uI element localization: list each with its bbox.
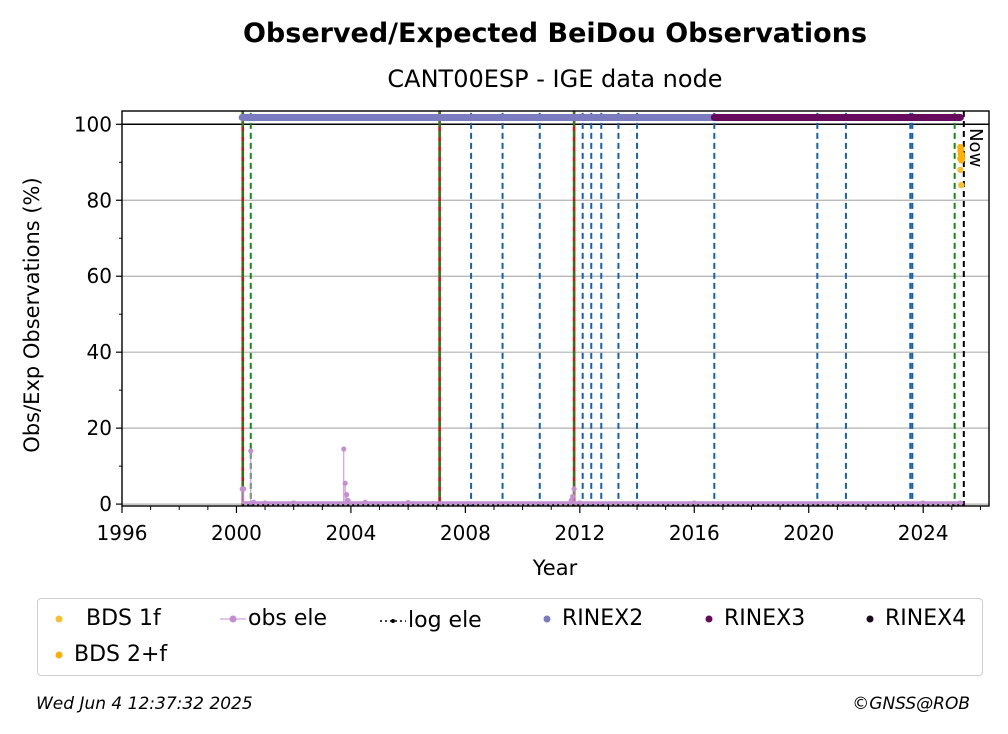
rinex2-marker-icon bbox=[543, 615, 551, 623]
series-obs-ele-point bbox=[251, 499, 257, 505]
rinex4-marker-icon bbox=[866, 615, 874, 623]
now-label: Now bbox=[965, 128, 986, 167]
legend-label-bds-2f: BDS 2+f bbox=[74, 642, 168, 667]
series-obs-ele-point bbox=[342, 480, 348, 486]
y-tick-label: 60 bbox=[87, 264, 112, 288]
rinex3-marker-icon bbox=[705, 615, 713, 623]
series-obs-ele-point bbox=[571, 486, 577, 492]
legend-label-rinex2: RINEX2 bbox=[562, 606, 644, 631]
legend-label-bds-1f: BDS 1f bbox=[86, 606, 161, 631]
y-tick-label: 100 bbox=[74, 112, 112, 136]
series-obs-ele-point bbox=[241, 486, 247, 492]
legend-label-rinex4: RINEX4 bbox=[885, 606, 967, 631]
x-tick-label: 2016 bbox=[669, 521, 720, 545]
series-bds-2-f-point bbox=[958, 155, 966, 162]
series-obs-ele-point bbox=[248, 448, 254, 454]
series-bds-2-f-point bbox=[958, 145, 965, 153]
obs-ele-marker-icon bbox=[220, 615, 246, 623]
y-tick-label: 40 bbox=[87, 340, 112, 364]
series-obs-ele-point bbox=[568, 497, 574, 503]
x-tick-label: 2000 bbox=[211, 521, 262, 545]
x-tick-label: 2012 bbox=[554, 521, 605, 545]
series-obs-ele-point bbox=[345, 497, 351, 503]
x-axis-label: Year bbox=[532, 556, 578, 580]
footer-credit: ©GNSS@ROB bbox=[852, 694, 970, 714]
legend-label-log-ele: log ele bbox=[408, 608, 482, 633]
bds-1f-marker-icon bbox=[55, 615, 63, 623]
x-tick-label: 2008 bbox=[440, 521, 491, 545]
chart-svg: Observed/Expected BeiDou Observations CA… bbox=[20, 18, 990, 580]
chart-subtitle: CANT00ESP - IGE data node bbox=[387, 65, 722, 93]
x-tick-label: 1996 bbox=[97, 521, 148, 545]
series-obs-ele-point bbox=[362, 499, 368, 505]
x-tick-label: 2024 bbox=[898, 521, 949, 545]
series-obs-ele-point bbox=[920, 500, 926, 506]
legend-label-obs-ele: obs ele bbox=[248, 606, 328, 631]
series-obs-ele-point bbox=[344, 492, 350, 498]
series-bds-1f-point bbox=[957, 166, 964, 174]
legend: BDS 1f obs ele log ele RINEX2 RINEX3 RIN… bbox=[37, 598, 983, 676]
legend-label-rinex3: RINEX3 bbox=[724, 606, 806, 631]
footer-timestamp: Wed Jun 4 12:37:32 2025 bbox=[36, 694, 253, 714]
bds-2f-marker-icon bbox=[55, 651, 63, 659]
y-tick-label: 20 bbox=[87, 416, 112, 440]
y-tick-label: 0 bbox=[99, 492, 112, 516]
series-obs-ele-point bbox=[341, 446, 347, 452]
x-tick-label: 2004 bbox=[325, 521, 376, 545]
plot-frame bbox=[121, 110, 990, 507]
y-tick-label: 80 bbox=[87, 188, 112, 212]
y-axis-label: Obs/Exp Observations (%) bbox=[20, 177, 44, 452]
log-ele-marker-icon bbox=[380, 619, 406, 623]
chart-title: Observed/Expected BeiDou Observations bbox=[243, 18, 867, 49]
series-obs-ele-point bbox=[405, 499, 411, 506]
x-tick-label: 2020 bbox=[783, 521, 834, 545]
series-bds-1f-point bbox=[958, 181, 965, 189]
